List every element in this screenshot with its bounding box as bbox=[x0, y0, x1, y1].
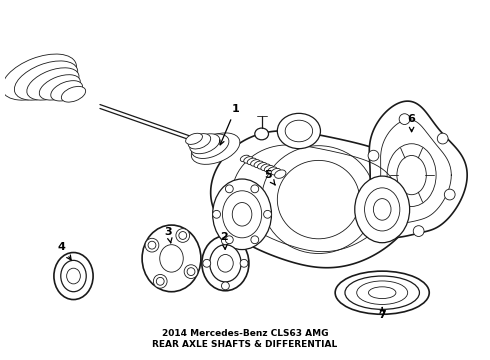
Ellipse shape bbox=[191, 133, 240, 165]
Ellipse shape bbox=[257, 162, 267, 169]
Text: 7: 7 bbox=[378, 307, 386, 320]
Text: 3: 3 bbox=[165, 227, 172, 243]
Circle shape bbox=[187, 268, 195, 275]
Text: 2: 2 bbox=[220, 232, 228, 249]
Circle shape bbox=[251, 236, 259, 244]
Circle shape bbox=[221, 282, 229, 290]
Ellipse shape bbox=[365, 188, 400, 231]
Ellipse shape bbox=[210, 245, 241, 282]
Ellipse shape bbox=[232, 203, 252, 226]
Ellipse shape bbox=[61, 260, 86, 292]
Ellipse shape bbox=[39, 75, 80, 100]
Ellipse shape bbox=[355, 176, 410, 243]
Circle shape bbox=[375, 206, 386, 217]
Circle shape bbox=[264, 210, 271, 218]
Ellipse shape bbox=[218, 255, 233, 272]
Circle shape bbox=[368, 150, 379, 161]
Ellipse shape bbox=[357, 281, 408, 305]
Circle shape bbox=[203, 259, 211, 267]
Circle shape bbox=[221, 237, 229, 245]
Ellipse shape bbox=[244, 157, 253, 163]
Ellipse shape bbox=[213, 179, 271, 249]
Ellipse shape bbox=[54, 252, 93, 300]
Polygon shape bbox=[211, 131, 420, 268]
Text: 1: 1 bbox=[220, 104, 239, 145]
Ellipse shape bbox=[368, 287, 396, 298]
Ellipse shape bbox=[67, 268, 80, 284]
Text: 4: 4 bbox=[58, 242, 71, 260]
Circle shape bbox=[240, 259, 248, 267]
Circle shape bbox=[399, 114, 410, 125]
Circle shape bbox=[225, 236, 233, 244]
Ellipse shape bbox=[202, 236, 249, 291]
Circle shape bbox=[413, 226, 424, 237]
Circle shape bbox=[437, 133, 448, 144]
Ellipse shape bbox=[247, 158, 257, 165]
Circle shape bbox=[444, 189, 455, 200]
Text: 5: 5 bbox=[264, 170, 275, 185]
Circle shape bbox=[145, 238, 159, 252]
Ellipse shape bbox=[186, 133, 202, 144]
Ellipse shape bbox=[274, 170, 286, 178]
Ellipse shape bbox=[190, 134, 220, 154]
Circle shape bbox=[251, 185, 259, 193]
Text: 6: 6 bbox=[408, 114, 416, 132]
Ellipse shape bbox=[160, 245, 183, 272]
Ellipse shape bbox=[255, 128, 269, 140]
Ellipse shape bbox=[335, 271, 429, 314]
Ellipse shape bbox=[271, 168, 281, 175]
Circle shape bbox=[148, 241, 156, 249]
Circle shape bbox=[179, 231, 187, 239]
Ellipse shape bbox=[277, 113, 320, 149]
Ellipse shape bbox=[142, 225, 201, 292]
Ellipse shape bbox=[61, 86, 86, 102]
Ellipse shape bbox=[222, 191, 262, 238]
Ellipse shape bbox=[250, 159, 260, 166]
Ellipse shape bbox=[192, 134, 229, 158]
Ellipse shape bbox=[261, 164, 270, 171]
Circle shape bbox=[225, 185, 233, 193]
Ellipse shape bbox=[345, 276, 419, 309]
Ellipse shape bbox=[51, 81, 82, 101]
Circle shape bbox=[153, 274, 167, 288]
Circle shape bbox=[176, 229, 190, 242]
Ellipse shape bbox=[27, 68, 79, 100]
Ellipse shape bbox=[14, 61, 78, 100]
Circle shape bbox=[184, 265, 198, 279]
Ellipse shape bbox=[373, 199, 391, 220]
Ellipse shape bbox=[2, 54, 76, 100]
Circle shape bbox=[156, 278, 164, 285]
Ellipse shape bbox=[264, 166, 274, 172]
Text: 2014 Mercedes-Benz CLS63 AMG
REAR AXLE SHAFTS & DIFFERENTIAL: 2014 Mercedes-Benz CLS63 AMG REAR AXLE S… bbox=[152, 329, 338, 348]
Ellipse shape bbox=[188, 134, 211, 149]
Circle shape bbox=[213, 210, 220, 218]
Ellipse shape bbox=[240, 155, 250, 162]
Ellipse shape bbox=[268, 167, 277, 174]
Ellipse shape bbox=[254, 161, 264, 167]
Polygon shape bbox=[369, 101, 467, 238]
Ellipse shape bbox=[285, 120, 313, 142]
